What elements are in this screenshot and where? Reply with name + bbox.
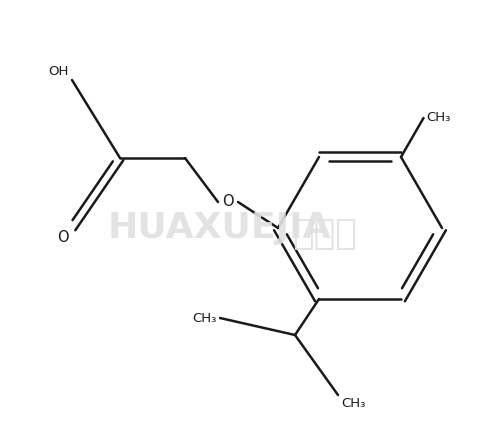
Text: 化学加: 化学加 [292,217,357,251]
Text: CH₃: CH₃ [427,110,451,124]
Text: O: O [58,230,69,245]
Text: CH₃: CH₃ [341,397,365,410]
Text: O: O [222,195,234,210]
Text: CH₃: CH₃ [192,311,217,325]
Text: HUAXUEJIA: HUAXUEJIA [108,211,332,245]
Text: OH: OH [48,65,69,78]
